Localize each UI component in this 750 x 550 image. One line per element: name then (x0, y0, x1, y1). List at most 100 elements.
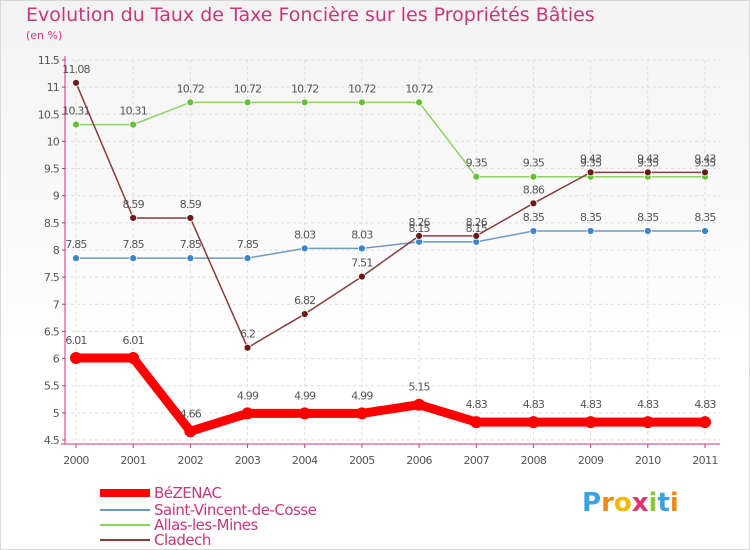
data-label: 8.03 (294, 228, 316, 241)
y-tick-label: 9 (53, 190, 60, 203)
data-label: 8.03 (351, 228, 373, 241)
data-label: 9.43 (580, 152, 602, 165)
data-label: 10.72 (291, 82, 319, 95)
x-tick-label: 2004 (292, 454, 318, 467)
y-tick-label: 8 (53, 244, 60, 257)
logo-letter: x (631, 488, 649, 518)
x-tick-label: 2005 (349, 454, 375, 467)
x-tick-label: 2010 (635, 454, 661, 467)
data-label: 6.01 (123, 334, 144, 347)
data-label: 9.43 (637, 152, 659, 165)
data-label: 4.83 (523, 398, 545, 411)
data-label: 8.35 (523, 211, 545, 224)
data-point (129, 254, 138, 263)
data-label: 4.83 (580, 398, 602, 411)
data-label: 4.83 (466, 398, 488, 411)
data-label: 7.85 (123, 238, 145, 251)
x-tick-label: 2008 (521, 454, 547, 467)
data-label: 4.66 (180, 407, 202, 420)
data-point (184, 425, 197, 438)
data-point (529, 227, 538, 235)
data-point (186, 98, 195, 107)
data-point (699, 416, 711, 429)
data-point (358, 98, 366, 107)
logo-letter: i (648, 488, 658, 518)
data-label: 4.99 (294, 389, 316, 402)
series-line (76, 230, 705, 259)
legend-item-cladech: Cladech (100, 531, 211, 549)
data-point (586, 168, 595, 177)
legend-swatch-saint-vincent-de-cosse (100, 508, 150, 511)
y-tick-label: 8.5 (44, 217, 60, 230)
data-label: 9.43 (694, 152, 716, 165)
legend-item-bezenac: BéZENAC (100, 483, 222, 502)
data-point (643, 227, 652, 235)
data-label: 6.01 (65, 334, 86, 347)
data-label: 8.26 (408, 216, 430, 229)
legend-swatch-bezenac (100, 488, 150, 497)
y-tick-label: 6 (53, 353, 60, 366)
data-point (186, 214, 195, 222)
data-label: 10.72 (177, 82, 205, 95)
logo-letter: i (669, 488, 679, 518)
data-point (470, 416, 483, 429)
data-point (243, 98, 252, 107)
data-label: 7.85 (237, 238, 259, 251)
y-tick-label: 7 (53, 298, 60, 311)
data-label: 8.59 (180, 198, 202, 211)
legend-label-allas-les-mines: Allas-les-Mines (154, 515, 258, 534)
data-label: 9.35 (580, 157, 602, 170)
x-tick-label: 2001 (120, 454, 146, 467)
data-label: 7.85 (65, 238, 87, 251)
legend-swatch-cladech (100, 538, 150, 541)
data-point (186, 254, 195, 263)
x-tick-label: 2002 (178, 454, 204, 467)
y-tick-label: 5.5 (44, 380, 60, 393)
data-point (584, 416, 597, 429)
data-label: 4.83 (637, 398, 659, 411)
legend-label-saint-vincent-de-cosse: Saint-Vincent-de-Cosse (154, 500, 317, 519)
data-label: 7.85 (180, 238, 202, 251)
data-point (72, 78, 80, 87)
data-point (415, 98, 423, 107)
data-point (358, 244, 366, 253)
y-tick-label: 4.5 (44, 434, 60, 447)
data-label: 5.15 (408, 381, 430, 394)
x-tick-label: 2011 (692, 454, 718, 467)
proxiti-logo: Proxiti (582, 488, 679, 518)
series-line (76, 353, 705, 436)
logo-letter: t (657, 488, 670, 518)
data-point (358, 272, 366, 281)
data-point (70, 352, 82, 365)
data-label: 11.08 (62, 63, 90, 76)
data-label: 10.72 (405, 82, 433, 95)
y-tick-label: 9.5 (44, 163, 60, 176)
data-label: 4.99 (237, 389, 259, 402)
x-tick-label: 2006 (406, 454, 432, 467)
logo-letter: o (613, 488, 632, 518)
data-label: 6.2 (240, 328, 255, 341)
data-point (701, 168, 709, 177)
data-point (300, 244, 309, 253)
data-point (72, 120, 80, 129)
data-label: 8.35 (637, 211, 659, 224)
data-point (129, 214, 138, 222)
chart-title: Evolution du Taux de Taxe Foncière sur l… (26, 4, 595, 26)
data-label: 9.35 (637, 157, 659, 170)
y-tick-label: 11.5 (38, 54, 60, 67)
legend-label-bezenac: BéZENAC (154, 483, 222, 502)
data-point (243, 343, 252, 352)
legend-item-saint-vincent-de-cosse: Saint-Vincent-de-Cosse (100, 500, 317, 519)
data-point (243, 254, 252, 263)
data-label: 8.35 (694, 211, 716, 224)
data-point (586, 227, 595, 235)
x-tick-label: 2000 (63, 454, 89, 467)
legend-swatch-allas-les-mines (100, 523, 150, 526)
data-point (72, 254, 80, 263)
data-label: 6.82 (294, 294, 315, 307)
x-tick-label: 2009 (578, 454, 604, 467)
logo-letter: r (601, 488, 614, 518)
data-point (300, 310, 309, 318)
y-axis-unit: (en %) (26, 29, 63, 42)
